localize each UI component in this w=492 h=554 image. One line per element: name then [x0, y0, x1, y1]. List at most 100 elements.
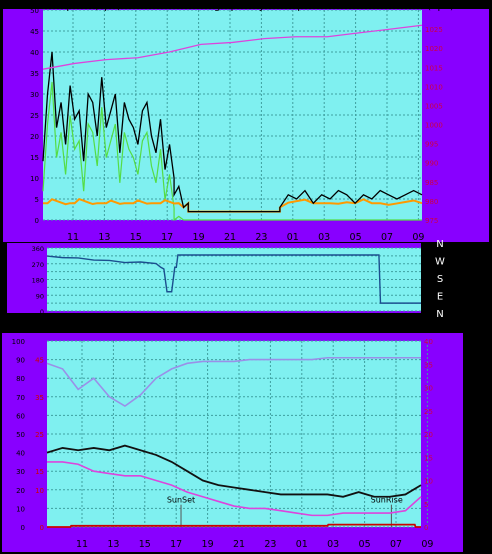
- barometer-tick-label: 1020: [425, 45, 443, 53]
- wind-x-tick-label: 09: [412, 232, 424, 243]
- windspeed-axis-title: Windspeed (kph): [36, 1, 121, 12]
- wind-x-tick-label: 21: [224, 232, 236, 243]
- wind-x-tick-label: 03: [318, 232, 330, 243]
- climate-x-tick-label: 11: [76, 539, 88, 550]
- direction-compass-label: E: [437, 292, 443, 303]
- barometer-tick-label: 1015: [425, 64, 443, 72]
- wind-x-tick-label: 13: [98, 232, 110, 243]
- humidity-tick-label: 10: [16, 505, 25, 513]
- rainfall-tick-label: 10: [35, 487, 44, 495]
- temperature-tick-label: 10: [424, 478, 433, 486]
- wind-y-tick-label: 5: [35, 196, 39, 204]
- direction-plot-area: [47, 248, 421, 311]
- humidity-line: [46, 356, 421, 408]
- direction-y-tick-label: 0: [40, 308, 44, 316]
- wind-x-tick-label: 11: [67, 232, 79, 243]
- temperature-tick-label: 30: [424, 385, 433, 393]
- rainfall-tick-label: 35: [35, 394, 44, 402]
- wind-y-tick-label: 25: [30, 112, 39, 120]
- humidity-tick-label: 60: [16, 412, 25, 420]
- wind-x-tick-label: 17: [161, 232, 173, 243]
- climate-x-tick-label: 17: [170, 539, 182, 550]
- sunrise-label: SunRise: [371, 496, 403, 505]
- direction-compass-label: N: [436, 239, 443, 250]
- barometer-tick-label: 990: [425, 160, 438, 168]
- wind-y-tick-label: 40: [30, 49, 39, 57]
- climate-x-tick-label: 05: [359, 539, 371, 550]
- humidity-tick-label: 0: [21, 524, 25, 532]
- climate-x-tick-label: 03: [327, 539, 339, 550]
- rainfall-tick-label: 15: [35, 468, 44, 476]
- temperature-tick-label: 15: [424, 454, 433, 462]
- climate-x-tick-label: 07: [390, 539, 402, 550]
- barometer-tick-label: 1000: [425, 122, 443, 130]
- wind-x-tick-label: 07: [381, 232, 393, 243]
- temperature-tick-label: 35: [424, 361, 433, 369]
- temperature-tick-label: 5: [424, 501, 428, 509]
- temperature-axis-title: Temperature (°C): [313, 321, 395, 332]
- humidity-tick-label: 50: [16, 431, 25, 439]
- sunset-label: SunSet: [167, 496, 195, 505]
- wind-x-tick-label: 05: [350, 232, 362, 243]
- wind-x-tick-label: 19: [193, 232, 205, 243]
- wind-y-tick-label: 0: [35, 217, 39, 225]
- wind-y-tick-label: 30: [30, 91, 39, 99]
- dew-point-axis-title: Dew Point (°C): [394, 321, 464, 332]
- barometer-tick-label: 985: [425, 179, 438, 187]
- direction-compass-label: W: [435, 257, 445, 268]
- rainfall-line: [47, 523, 421, 528]
- direction-y-tick-label: 360: [32, 245, 44, 253]
- rainfall-tick-label: 25: [35, 431, 44, 439]
- wind-y-tick-label: 20: [30, 133, 39, 141]
- humidity-tick-label: 90: [16, 357, 25, 365]
- wind-y-tick-label: 50: [30, 7, 39, 15]
- climate-x-tick-label: 19: [202, 539, 214, 550]
- wind-x-tick-label: 23: [255, 232, 267, 243]
- wind-x-tick-label: 01: [287, 232, 299, 243]
- rainfall-tick-label: 45: [35, 357, 44, 365]
- humidity-tick-label: 100: [12, 338, 25, 346]
- barometer-tick-label: 1025: [425, 26, 443, 34]
- temperature-tick-label: 40: [424, 338, 433, 346]
- temperature-tick-label: 0: [424, 524, 428, 532]
- climate-x-tick-label: 15: [139, 539, 151, 550]
- climate-plot-area: [47, 341, 421, 527]
- direction-y-tick-label: 270: [32, 261, 44, 269]
- humidity-tick-label: 30: [16, 468, 25, 476]
- wind-y-tick-label: 15: [30, 154, 39, 162]
- direction-y-tick-label: 90: [36, 292, 44, 300]
- wind-gust-line: [42, 51, 423, 213]
- dew-point-line: [47, 461, 422, 517]
- barometer-axis-title: Barometer (hpa): [371, 1, 454, 12]
- graph-title: 24 hour graph day : 26 April 2020: [172, 1, 342, 12]
- humidity-axis-title: Humidity (%): [67, 321, 130, 332]
- barometer-tick-label: 1005: [425, 102, 443, 110]
- humidity-tick-label: 40: [16, 450, 25, 458]
- rainfall-tick-label: 0: [40, 524, 44, 532]
- wind-average-line: [42, 81, 422, 222]
- humidity-tick-label: 20: [16, 487, 25, 495]
- barometer-tick-label: 975: [425, 217, 438, 225]
- wind-y-tick-label: 35: [30, 70, 39, 78]
- barometer-line: [42, 24, 423, 70]
- direction-compass-label: N: [436, 309, 443, 320]
- humidity-tick-label: 70: [16, 394, 25, 402]
- climate-x-tick-label: 13: [107, 539, 119, 550]
- barometer-tick-label: 1010: [425, 83, 443, 91]
- wind-low-line: [43, 197, 423, 213]
- direction-compass-label: S: [437, 274, 443, 285]
- wind-x-tick-label: 15: [130, 232, 142, 243]
- rainfall-axis-title: Rainfall (mm): [3, 321, 68, 332]
- barometer-tick-label: 980: [425, 198, 438, 206]
- climate-x-tick-label: 23: [264, 539, 276, 550]
- climate-x-tick-label: 01: [296, 539, 308, 550]
- temperature-tick-label: 25: [424, 408, 433, 416]
- humidity-tick-label: 80: [16, 375, 25, 383]
- direction-y-tick-label: 180: [32, 277, 44, 285]
- barometer-tick-label: 995: [425, 141, 438, 149]
- wind-y-tick-label: 10: [30, 175, 39, 183]
- wind-direction-line: [46, 254, 421, 304]
- wind-y-tick-label: 45: [30, 28, 39, 36]
